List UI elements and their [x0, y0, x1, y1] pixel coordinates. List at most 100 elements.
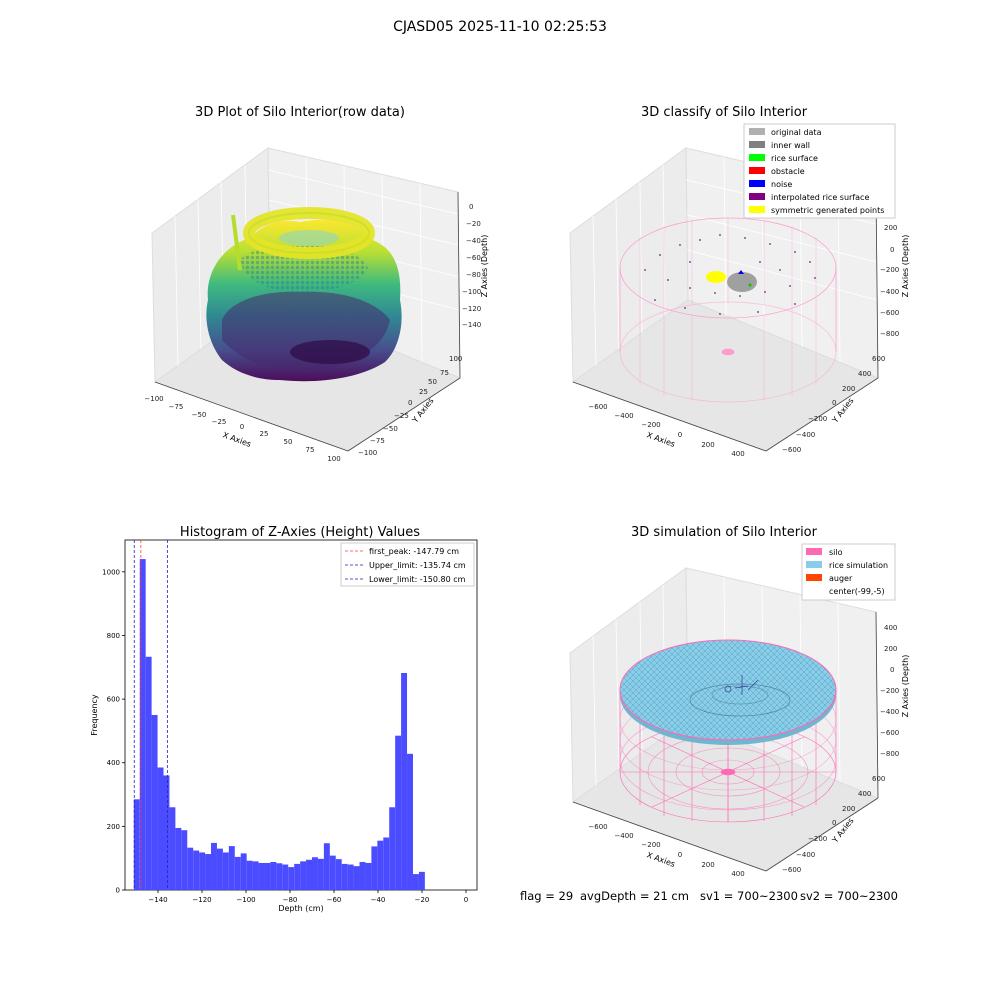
histogram-bar — [264, 862, 271, 890]
svg-text:−20: −20 — [466, 220, 481, 228]
histogram-bar — [359, 862, 366, 890]
svg-text:0: 0 — [240, 423, 244, 431]
svg-text:400: 400 — [884, 624, 897, 632]
svg-text:−40: −40 — [466, 237, 481, 245]
svg-text:−600: −600 — [880, 309, 899, 317]
svg-text:50: 50 — [428, 378, 437, 386]
legend-lower-limit: Lower_limit: -150.80 cm — [369, 575, 466, 584]
simulation-legend: silo rice simulation auger center(-99,-5… — [801, 543, 896, 601]
svg-text:−50: −50 — [383, 425, 398, 433]
histogram-bar — [240, 853, 247, 890]
legend-rice-simulation: rice simulation — [829, 561, 888, 570]
svg-text:−600: −600 — [588, 403, 607, 411]
svg-text:−400: −400 — [614, 832, 633, 840]
svg-text:400: 400 — [731, 450, 744, 458]
simulation-z-ticks: 400 200 0 −200 −400 −600 −800 — [880, 624, 899, 758]
classify-surface-points — [644, 234, 816, 315]
svg-text:−120: −120 — [462, 305, 481, 313]
classify-plot-title: 3D classify of Silo Interior — [641, 105, 808, 120]
histogram-bar — [222, 852, 229, 890]
svg-text:600: 600 — [872, 355, 885, 363]
y-tick-label: 400 — [107, 759, 120, 767]
svg-text:−800: −800 — [880, 750, 899, 758]
svg-text:−600: −600 — [880, 729, 899, 737]
x-tick-label: −20 — [415, 896, 430, 904]
histogram-bar — [139, 559, 146, 890]
status-flag: flag = 29 — [520, 889, 573, 903]
panel-simulation-3d: 3D simulation of Silo Interior — [569, 525, 910, 878]
histogram-bar — [211, 842, 217, 890]
histogram-bar — [205, 854, 212, 890]
histogram-legend: first_peak: -147.79 cm Upper_limit: -135… — [340, 542, 475, 587]
histogram-bar — [300, 861, 307, 890]
classify-z-ticks: 200 0 −200 −400 −600 −800 — [880, 224, 899, 338]
status-avg-depth: avgDepth = 21 cm — [580, 889, 689, 903]
svg-text:−200: −200 — [641, 421, 660, 429]
svg-text:−140: −140 — [462, 321, 481, 329]
histogram-bar — [335, 859, 342, 890]
simulation-x-ticks: −600 −400 −200 0 200 400 — [588, 823, 744, 878]
y-tick-label: 200 — [107, 823, 120, 831]
y-tick-label: 1000 — [102, 568, 120, 576]
histogram-bar — [169, 807, 176, 890]
legend-silo: silo — [829, 548, 843, 557]
svg-text:−400: −400 — [796, 431, 815, 439]
histogram-bar — [306, 859, 312, 890]
histogram-x-axis-label: Depth (cm) — [278, 904, 323, 913]
svg-text:−80: −80 — [466, 271, 481, 279]
raw-z-ticks: 0 −20 −40 −60 −80 −100 −120 −140 — [462, 203, 481, 329]
histogram-bar — [216, 848, 223, 890]
x-tick-label: −120 — [192, 896, 211, 904]
histogram-bar — [341, 863, 348, 890]
histogram-bar — [282, 864, 289, 890]
histogram-bar — [383, 837, 390, 890]
svg-text:−400: −400 — [880, 708, 899, 716]
y-tick-label: 0 — [116, 887, 120, 895]
histogram-bar — [294, 863, 301, 890]
x-tick-label: 0 — [464, 896, 468, 904]
rice-simulation-surface — [619, 639, 837, 745]
svg-text:−75: −75 — [169, 403, 184, 411]
x-tick-label: −60 — [327, 896, 342, 904]
svg-text:0: 0 — [469, 203, 473, 211]
svg-text:−600: −600 — [782, 446, 801, 454]
legend-original: original data — [771, 128, 822, 137]
classify-z-axis-label: Z Axies (Depth) — [901, 235, 910, 298]
histogram-bar — [252, 861, 259, 890]
svg-text:0: 0 — [890, 246, 894, 254]
svg-text:200: 200 — [842, 805, 855, 813]
panel-histogram: Histogram of Z-Axies (Height) Values −14… — [90, 525, 478, 913]
svg-text:−600: −600 — [588, 823, 607, 831]
histogram-bar — [395, 735, 402, 890]
legend-first-peak: first_peak: -147.79 cm — [369, 547, 459, 556]
histogram-bar — [353, 866, 360, 890]
histogram-bar — [258, 862, 265, 890]
histogram-bar — [371, 846, 378, 890]
histogram-bar — [199, 852, 206, 890]
histogram-bar — [175, 827, 182, 890]
histogram-bar — [389, 807, 396, 890]
svg-text:400: 400 — [858, 790, 871, 798]
histogram-bar — [163, 775, 170, 890]
histogram-bars — [133, 559, 425, 890]
raw-point-cloud — [206, 207, 402, 382]
svg-text:100: 100 — [327, 455, 340, 463]
panel-raw-3d: 3D Plot of Silo Interior(row data) — [144, 105, 489, 463]
histogram-bar — [187, 847, 194, 890]
histogram-bar — [407, 753, 413, 890]
simulation-x-axis-label: X Axies — [645, 850, 676, 869]
histogram-bar — [276, 863, 283, 890]
symmetric-points-cluster — [706, 271, 726, 283]
svg-text:−200: −200 — [641, 841, 660, 849]
svg-text:−200: −200 — [880, 266, 899, 274]
histogram-bar — [145, 656, 152, 890]
svg-text:0: 0 — [408, 399, 412, 407]
classify-x-axis-label: X Axies — [645, 430, 676, 449]
svg-text:400: 400 — [731, 870, 744, 878]
svg-text:50: 50 — [284, 438, 293, 446]
histogram-bar — [401, 673, 408, 890]
x-tick-label: −40 — [371, 896, 386, 904]
histogram-bar — [193, 850, 200, 890]
